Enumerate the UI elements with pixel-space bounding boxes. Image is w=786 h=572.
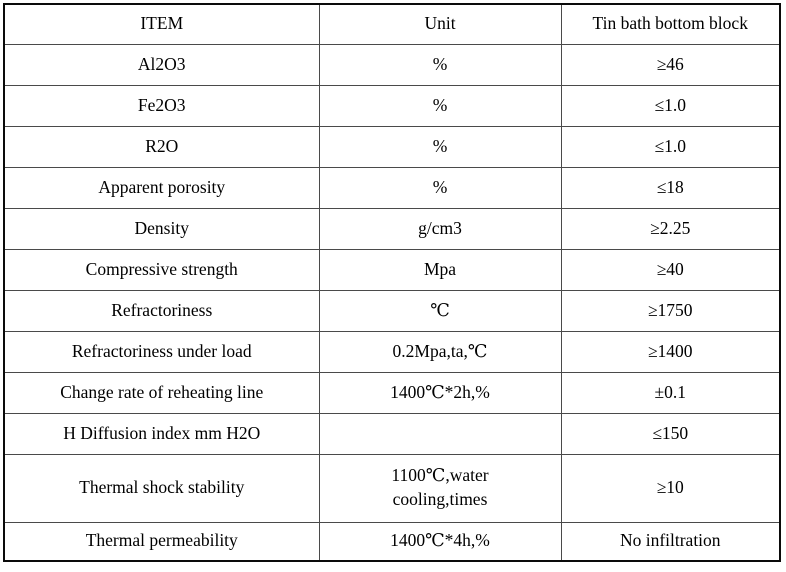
unit-cell [318, 412, 562, 455]
unit-cell: % [318, 125, 562, 168]
unit-cell: 0.2Mpa,ta,℃ [318, 330, 562, 373]
value-cell: ≥1750 [560, 289, 781, 332]
item-cell: Thermal shock stability [3, 453, 320, 523]
table-row: Refractoriness ℃ ≥1750 [3, 289, 781, 332]
col-header-unit: Unit [318, 3, 562, 45]
table-row: Apparent porosity % ≤18 [3, 166, 781, 209]
value-cell: No infiltration [560, 521, 781, 562]
table-row: Refractoriness under load 0.2Mpa,ta,℃ ≥1… [3, 330, 781, 373]
value-cell: ±0.1 [560, 371, 781, 414]
unit-cell: 1100℃,water cooling,times [318, 453, 562, 523]
value-cell: ≥40 [560, 248, 781, 291]
table-row: Density g/cm3 ≥2.25 [3, 207, 781, 250]
table-row: Al2O3 % ≥46 [3, 43, 781, 86]
unit-cell: 1400℃*2h,% [318, 371, 562, 414]
unit-cell: % [318, 166, 562, 209]
table-row: R2O % ≤1.0 [3, 125, 781, 168]
table-row: Fe2O3 % ≤1.0 [3, 84, 781, 127]
item-cell: Compressive strength [3, 248, 320, 291]
unit-cell: % [318, 43, 562, 86]
value-cell: ≤1.0 [560, 125, 781, 168]
unit-cell: ℃ [318, 289, 562, 332]
item-cell: H Diffusion index mm H2O [3, 412, 320, 455]
item-cell: R2O [3, 125, 320, 168]
item-cell: Density [3, 207, 320, 250]
table-row: Compressive strength Mpa ≥40 [3, 248, 781, 291]
value-cell: ≤150 [560, 412, 781, 455]
item-cell: Al2O3 [3, 43, 320, 86]
table-row: H Diffusion index mm H2O ≤150 [3, 412, 781, 455]
value-cell: ≥1400 [560, 330, 781, 373]
item-cell: Change rate of reheating line [3, 371, 320, 414]
value-cell: ≥2.25 [560, 207, 781, 250]
unit-cell: 1400℃*4h,% [318, 521, 562, 562]
table-row: Thermal shock stability 1100℃,water cool… [3, 453, 781, 523]
value-cell: ≥10 [560, 453, 781, 523]
unit-cell: g/cm3 [318, 207, 562, 250]
unit-cell: Mpa [318, 248, 562, 291]
unit-cell: % [318, 84, 562, 127]
col-header-item: ITEM [3, 3, 320, 45]
table-row: Thermal permeability 1400℃*4h,% No infil… [3, 521, 781, 562]
spec-table: ITEM Unit Tin bath bottom block Al2O3 % … [3, 3, 781, 562]
value-cell: ≤18 [560, 166, 781, 209]
col-header-value: Tin bath bottom block [560, 3, 781, 45]
value-cell: ≤1.0 [560, 84, 781, 127]
item-cell: Apparent porosity [3, 166, 320, 209]
table-row: Change rate of reheating line 1400℃*2h,%… [3, 371, 781, 414]
item-cell: Thermal permeability [3, 521, 320, 562]
item-cell: Refractoriness under load [3, 330, 320, 373]
header-row: ITEM Unit Tin bath bottom block [3, 3, 781, 45]
item-cell: Fe2O3 [3, 84, 320, 127]
item-cell: Refractoriness [3, 289, 320, 332]
value-cell: ≥46 [560, 43, 781, 86]
